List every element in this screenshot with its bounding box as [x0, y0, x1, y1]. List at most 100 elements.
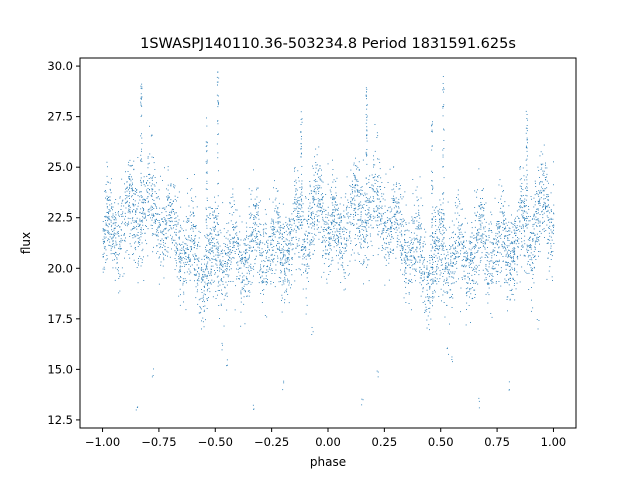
- data-point: [446, 262, 448, 264]
- data-point: [433, 296, 435, 298]
- data-point: [179, 269, 180, 271]
- data-point: [336, 209, 338, 211]
- data-point: [430, 243, 432, 245]
- data-point: [240, 255, 242, 256]
- data-point: [380, 200, 382, 202]
- data-point: [365, 213, 366, 215]
- data-point: [388, 218, 390, 220]
- data-point: [456, 251, 458, 252]
- data-point: [474, 212, 476, 214]
- data-point: [246, 260, 248, 261]
- data-point: [246, 272, 248, 274]
- data-point: [177, 215, 179, 217]
- data-point: [263, 265, 265, 267]
- data-point: [361, 221, 363, 223]
- data-point: [408, 279, 410, 281]
- data-point: [308, 281, 309, 282]
- data-point: [528, 289, 530, 290]
- data-point: [131, 218, 133, 220]
- data-point: [174, 185, 176, 187]
- data-point: [161, 212, 163, 214]
- data-point: [405, 293, 407, 295]
- data-point: [259, 254, 261, 256]
- data-point: [521, 186, 522, 188]
- data-point: [111, 203, 113, 205]
- data-point: [229, 234, 231, 236]
- data-point: [540, 189, 542, 191]
- data-point: [263, 293, 264, 295]
- data-point: [408, 292, 410, 293]
- data-point: [235, 226, 237, 228]
- data-point: [439, 244, 441, 246]
- data-point: [357, 214, 359, 215]
- data-point: [328, 274, 330, 275]
- data-point: [280, 225, 282, 227]
- data-point: [525, 194, 527, 196]
- data-point: [432, 258, 433, 260]
- data-point: [139, 220, 141, 222]
- data-point: [128, 208, 130, 210]
- data-point: [533, 282, 535, 284]
- data-point: [414, 258, 416, 260]
- data-point: [212, 211, 214, 213]
- data-point: [227, 248, 229, 250]
- data-point: [107, 238, 109, 240]
- data-point: [534, 246, 536, 248]
- data-point: [116, 225, 118, 227]
- data-point: [275, 221, 277, 223]
- data-point: [197, 289, 198, 291]
- data-point: [119, 247, 121, 249]
- data-point: [281, 297, 283, 299]
- data-point: [160, 230, 162, 232]
- data-point: [297, 210, 299, 212]
- data-point: [215, 245, 217, 247]
- data-point: [303, 219, 304, 221]
- data-point: [449, 226, 451, 228]
- data-point: [304, 246, 306, 248]
- data-point: [264, 272, 266, 274]
- data-point: [405, 302, 407, 303]
- data-point: [119, 274, 121, 276]
- data-point: [435, 225, 437, 227]
- data-point: [511, 223, 513, 224]
- data-point: [284, 271, 285, 273]
- data-point: [408, 293, 410, 295]
- data-point: [233, 229, 235, 231]
- data-point: [262, 242, 264, 244]
- data-point: [229, 269, 230, 271]
- data-point: [224, 295, 226, 297]
- data-point: [151, 206, 153, 208]
- data-point: [413, 268, 415, 270]
- data-point: [135, 235, 137, 237]
- data-point: [539, 205, 541, 206]
- data-point: [420, 197, 422, 199]
- data-point: [543, 172, 545, 174]
- data-point: [491, 257, 493, 259]
- data-point: [188, 255, 189, 257]
- data-point: [447, 201, 449, 203]
- data-point: [481, 206, 483, 208]
- data-point: [233, 200, 235, 202]
- data-point: [334, 234, 335, 236]
- data-point: [508, 245, 510, 247]
- data-point: [309, 240, 311, 242]
- data-point: [470, 259, 472, 261]
- data-point: [419, 270, 421, 272]
- data-point: [301, 263, 303, 265]
- data-point: [158, 189, 160, 191]
- data-point: [490, 230, 492, 231]
- data-point: [458, 221, 459, 223]
- data-point: [326, 278, 328, 280]
- data-point: [226, 262, 228, 263]
- data-point: [257, 187, 259, 189]
- data-point: [504, 228, 505, 230]
- data-point: [543, 201, 545, 203]
- data-point: [342, 262, 344, 264]
- data-point: [334, 206, 335, 208]
- data-point: [178, 230, 180, 232]
- data-point: [210, 272, 212, 274]
- data-point: [228, 255, 230, 257]
- data-point: [506, 224, 508, 226]
- data-point: [518, 217, 519, 219]
- data-point: [316, 205, 318, 207]
